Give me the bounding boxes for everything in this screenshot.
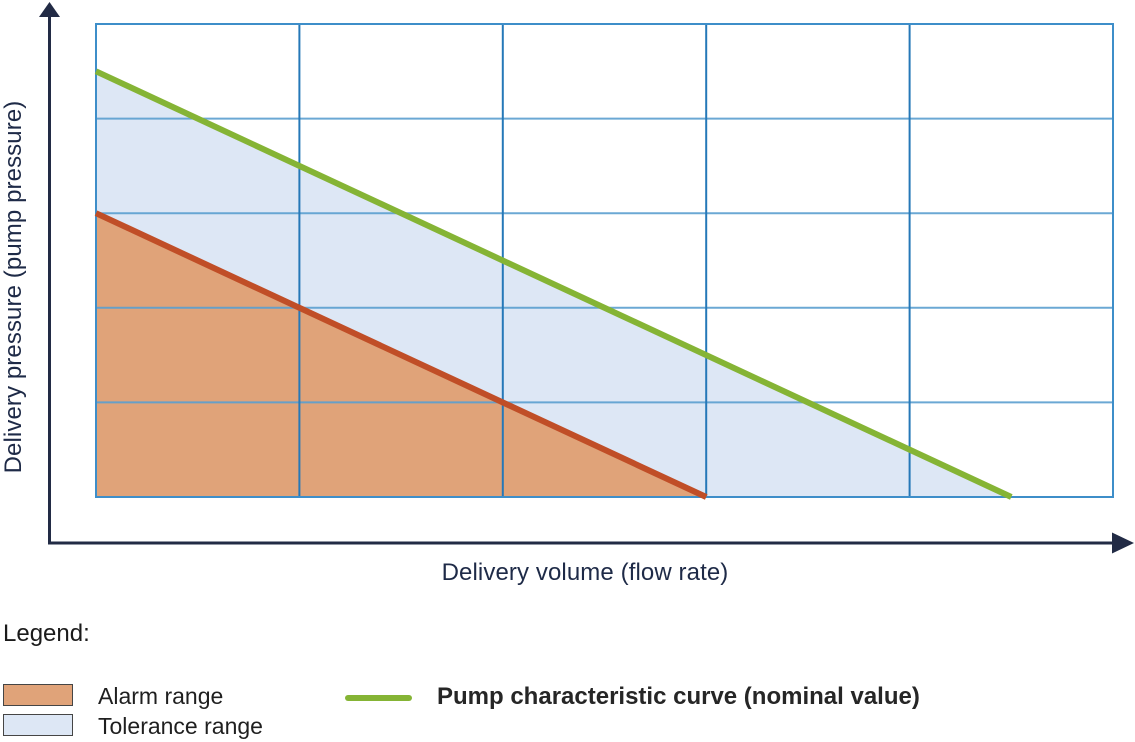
y-axis-arrow-icon bbox=[39, 2, 60, 17]
axes bbox=[39, 2, 1134, 554]
tolerance-range-label: Tolerance range bbox=[98, 713, 263, 739]
plot-area bbox=[94, 23, 1114, 500]
plot-svg bbox=[39, 2, 1134, 554]
nominal-curve-line-sample bbox=[345, 695, 412, 701]
alarm-range-swatch bbox=[3, 684, 73, 706]
legend-title: Legend: bbox=[3, 620, 90, 647]
x-axis-arrow-icon bbox=[1112, 532, 1134, 554]
x-axis-label: Delivery volume (flow rate) bbox=[441, 559, 729, 586]
nominal-curve-label: Pump characteristic curve (nominal value… bbox=[437, 683, 920, 710]
plot-border bbox=[95, 23, 1114, 498]
series-pump-characteristic-curve-nominal-value- bbox=[94, 68, 1013, 500]
alarm-range-label: Alarm range bbox=[98, 683, 224, 709]
tolerance-range-swatch bbox=[3, 714, 73, 736]
series-alarm-range-boundary bbox=[94, 210, 708, 500]
y-axis-label: Delivery pressure (pump pressure) bbox=[0, 100, 27, 474]
